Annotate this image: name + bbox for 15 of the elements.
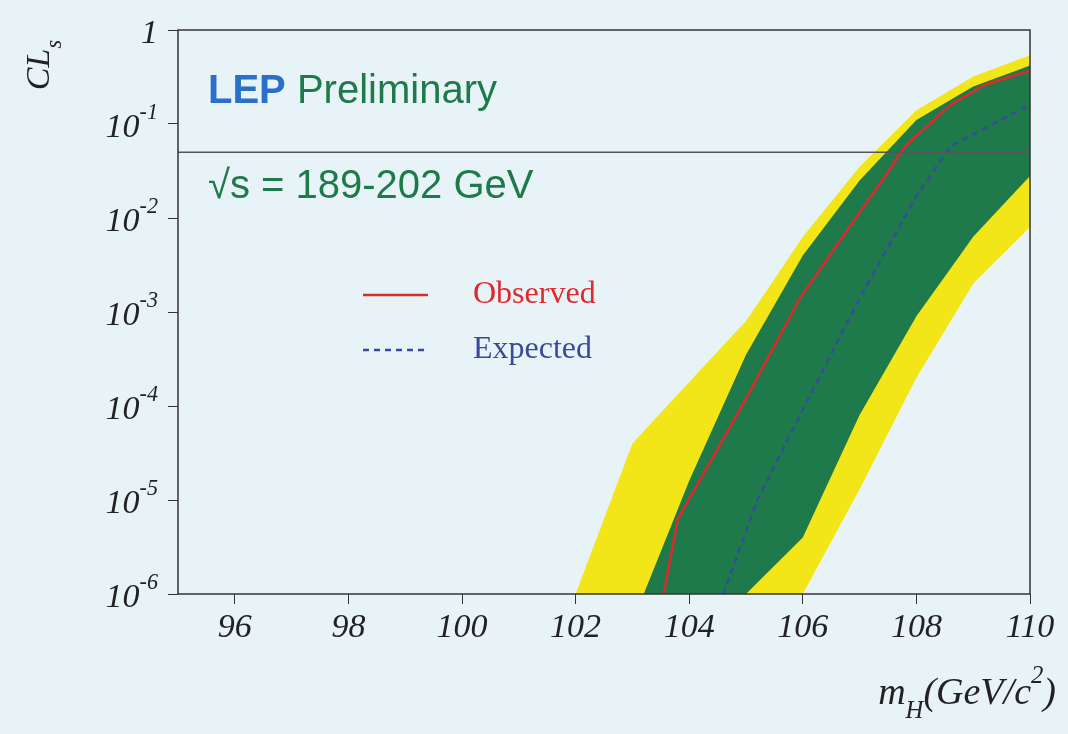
x-tick-label: 98 — [331, 607, 366, 645]
x-tick-label: 104 — [663, 607, 715, 645]
x-tick-label: 102 — [550, 607, 602, 645]
x-tick-label: 96 — [217, 607, 252, 645]
y-tick-label: 1 — [141, 12, 158, 50]
annotation: LEP Preliminary — [208, 67, 497, 112]
legend-label: Expected — [473, 329, 593, 366]
x-tick-label: 106 — [777, 607, 829, 645]
legend-label: Observed — [473, 274, 596, 311]
line-series — [722, 103, 1030, 594]
annotation: √s = 189-202 GeV — [208, 162, 534, 207]
x-tick-label: 100 — [436, 607, 488, 645]
x-tick-label: 110 — [1005, 607, 1055, 645]
x-tick-label: 108 — [890, 607, 942, 645]
y-axis-title: CLs — [18, 39, 67, 91]
